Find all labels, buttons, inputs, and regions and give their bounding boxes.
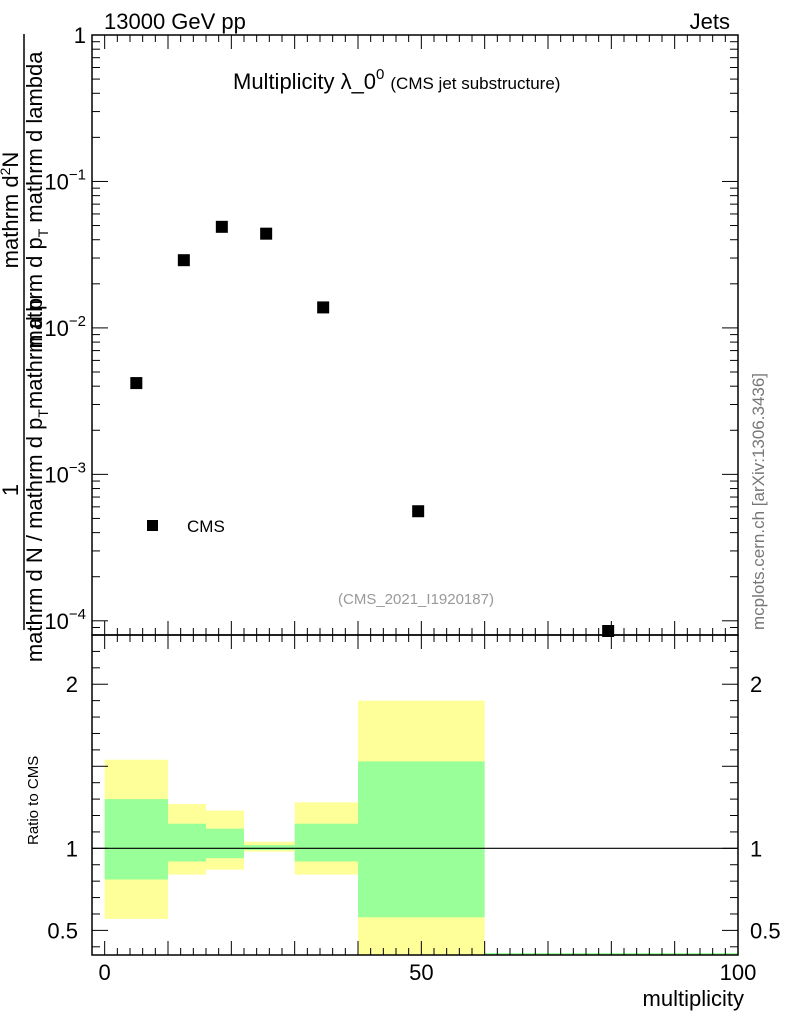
ratio-y-tick-label-right: 2 xyxy=(750,672,762,697)
header-category-label: Jets xyxy=(690,9,730,34)
chart-title-sup: 0 xyxy=(376,66,384,83)
chart-title: Multiplicity λ_00 (CMS jet substructure) xyxy=(233,66,560,94)
data-point-marker xyxy=(215,220,228,233)
data-point-marker xyxy=(412,505,425,518)
ratio-y-tick-label-left: 2 xyxy=(66,672,78,697)
data-point-marker xyxy=(260,227,273,240)
legend-label: CMS xyxy=(187,517,225,536)
x-tick-label: 100 xyxy=(720,960,757,985)
data-point-marker xyxy=(317,301,330,314)
ratio-band-green xyxy=(104,799,168,880)
main-panel: 1 10−1 10−2 10−3 10−4 xyxy=(44,23,739,637)
data-point-marker xyxy=(177,254,190,267)
analysis-id-label: (CMS_2021_I1920187) xyxy=(338,591,494,608)
main-y-tick-label: 10−2 xyxy=(44,313,86,341)
main-y-tick-label: 10−1 xyxy=(44,166,86,194)
ratio-y-tick-label-right: 0.5 xyxy=(750,918,781,943)
data-point-marker xyxy=(602,625,615,637)
x-axis-label: multiplicity xyxy=(643,986,744,1011)
legend-marker xyxy=(147,520,158,531)
ylabel-denominator: mathrm d N / mathrm d pTmathrm d p xyxy=(22,298,51,662)
ratio-band-green xyxy=(206,828,244,859)
ratio-y-axis-label: Ratio to CMS xyxy=(25,756,42,845)
ratio-band-green xyxy=(244,845,295,850)
ylabel-frac-numerator: mathrm d2N xyxy=(0,152,23,269)
header-energy-label: 13000 GeV pp xyxy=(104,9,246,34)
main-y-axis-label: 1 mathrm d2N mathrm d N / mathrm d pTmat… xyxy=(0,34,51,662)
ratio-panel: 0.5 0.5 1 1 2 2 0 50 100 xyxy=(47,634,781,985)
ylabel-frac-denominator: mathrm d pTmathrm d lambda xyxy=(22,51,51,349)
main-y-tick-label: 10−3 xyxy=(44,459,86,487)
main-plot-frame xyxy=(91,34,739,636)
main-y-tick-labels: 1 10−1 10−2 10−3 10−4 xyxy=(44,23,86,634)
chart-title-main: Multiplicity λ_0 xyxy=(233,69,376,94)
chart-title-sub: (CMS jet substructure) xyxy=(390,74,560,93)
ratio-plot-frame xyxy=(91,634,739,956)
side-source-label: mcplots.cern.ch [arXiv:1306.3436] xyxy=(749,373,768,630)
ratio-y-tick-label-right: 1 xyxy=(750,836,762,861)
main-y-tick-label: 1 xyxy=(74,23,86,48)
x-tick-labels: 0 50 100 xyxy=(99,960,757,985)
main-data-markers xyxy=(130,220,615,637)
main-axis-ticks xyxy=(92,34,739,636)
ylabel-numerator: 1 xyxy=(0,484,23,496)
ratio-y-tick-label-left: 1 xyxy=(66,836,78,861)
x-tick-label: 50 xyxy=(409,960,433,985)
x-tick-label: 0 xyxy=(99,960,111,985)
data-point-marker xyxy=(130,377,143,390)
ratio-band-green xyxy=(358,761,485,918)
ratio-band-green xyxy=(168,823,206,862)
ratio-uncertainty-bands xyxy=(104,700,738,955)
ratio-y-tick-label-left: 0.5 xyxy=(47,918,78,943)
main-y-tick-label: 10−4 xyxy=(44,606,86,634)
ratio-y-tick-labels: 0.5 0.5 1 1 2 2 xyxy=(47,672,780,943)
ratio-band-green xyxy=(294,823,358,862)
